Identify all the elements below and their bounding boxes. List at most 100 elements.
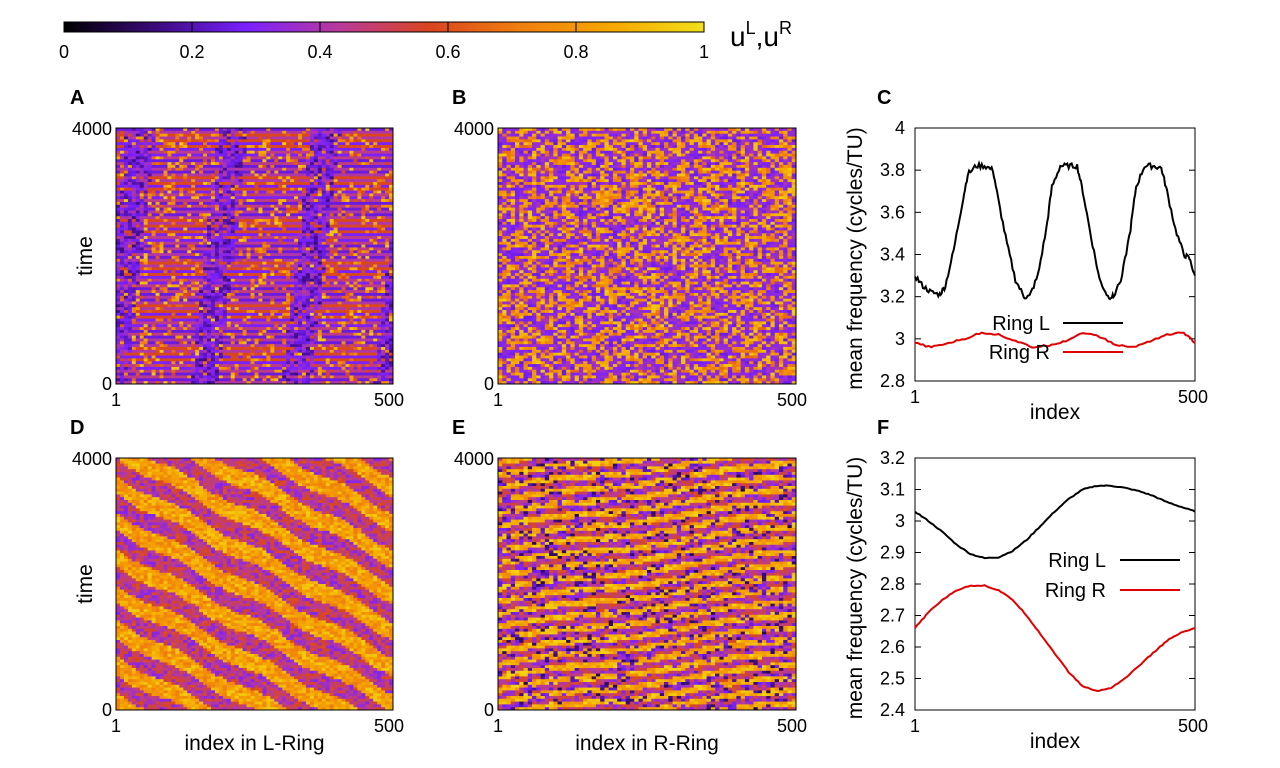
- heatmap-cell: [330, 134, 334, 137]
- heatmap-cell: [171, 222, 175, 225]
- heatmap-cell: [223, 205, 227, 208]
- heatmap-cell: [278, 156, 282, 159]
- heatmap-cell: [171, 179, 175, 182]
- heatmap-cell: [294, 185, 298, 188]
- heatmap-cell: [132, 213, 136, 216]
- heatmap-cell: [215, 159, 219, 162]
- heatmap-cell: [282, 179, 286, 182]
- heatmap-cell: [191, 196, 195, 199]
- heatmap-cell: [148, 188, 152, 191]
- heatmap-cell: [183, 182, 187, 185]
- heatmap-cell: [373, 131, 377, 134]
- heatmap-cell: [361, 193, 365, 196]
- heatmap-cell: [322, 213, 326, 216]
- heatmap-cell: [334, 171, 338, 174]
- heatmap-cell: [255, 182, 259, 185]
- heatmap-cell: [302, 134, 306, 137]
- heatmap-cell: [314, 165, 318, 168]
- heatmap-cell: [294, 148, 298, 151]
- heatmap-cell: [116, 131, 120, 134]
- heatmap-cell: [163, 162, 167, 165]
- heatmap-cell: [310, 208, 314, 211]
- heatmap-cell: [302, 176, 306, 179]
- heatmap-cell: [346, 216, 350, 219]
- heatmap-cell: [302, 219, 306, 222]
- heatmap-cell: [266, 162, 270, 165]
- heatmap-cell: [144, 174, 148, 177]
- heatmap-cell: [286, 202, 290, 205]
- heatmap-cell: [148, 171, 152, 174]
- heatmap-cell: [306, 185, 310, 188]
- heatmap-cell: [322, 228, 326, 231]
- heatmap-cell: [160, 137, 164, 140]
- heatmap-cell: [365, 216, 369, 219]
- heatmap-cell: [171, 154, 175, 157]
- heatmap-cell: [310, 213, 314, 216]
- heatmap-cell: [231, 199, 235, 202]
- heatmap-cell: [183, 162, 187, 165]
- heatmap-cell: [342, 205, 346, 208]
- heatmap-cell: [247, 159, 251, 162]
- heatmap-cell: [227, 171, 231, 174]
- heatmap-cell: [179, 131, 183, 134]
- heatmap-cell: [219, 148, 223, 151]
- heatmap-cell: [294, 196, 298, 199]
- heatmap-cell: [330, 174, 334, 177]
- heatmap-cell: [175, 139, 179, 142]
- heatmap-cell: [385, 134, 389, 137]
- heatmap-cell: [385, 148, 389, 151]
- heatmap-cell: [334, 191, 338, 194]
- heatmap-cell: [338, 145, 342, 148]
- heatmap-cell: [322, 168, 326, 171]
- heatmap-cell: [223, 176, 227, 179]
- heatmap-cell: [136, 210, 140, 213]
- heatmap-cell: [338, 188, 342, 191]
- heatmap-cell: [203, 174, 207, 177]
- heatmap-cell: [326, 196, 330, 199]
- heatmap-cell: [270, 176, 274, 179]
- heatmap-cell: [211, 222, 215, 225]
- heatmap-cell: [290, 131, 294, 134]
- heatmap-cell: [243, 199, 247, 202]
- heatmap-cell: [247, 205, 251, 208]
- heatmap-cell: [199, 148, 203, 151]
- heatmap-cell: [207, 165, 211, 168]
- heatmap-cell: [326, 219, 330, 222]
- heatmap-cell: [207, 225, 211, 228]
- heatmap-cell: [330, 191, 334, 194]
- heatmap-cell: [116, 168, 120, 171]
- heatmap-cell: [179, 145, 183, 148]
- heatmap-cell: [282, 216, 286, 219]
- heatmap-cell: [361, 216, 365, 219]
- heatmap-cell: [369, 165, 373, 168]
- heatmap-cell: [211, 191, 215, 194]
- heatmap-cell: [381, 222, 385, 225]
- heatmap-cell: [160, 222, 164, 225]
- heatmap-cell: [124, 131, 128, 134]
- heatmap-cell: [369, 151, 373, 154]
- heatmap-cell: [302, 154, 306, 157]
- heatmap-cell: [179, 171, 183, 174]
- heatmap-cell: [346, 145, 350, 148]
- heatmap-cell: [278, 145, 282, 148]
- heatmap-cell: [239, 225, 243, 228]
- heatmap-cell: [314, 193, 318, 196]
- heatmap-cell: [357, 225, 361, 228]
- heatmap-cell: [369, 205, 373, 208]
- heatmap-cell: [385, 191, 389, 194]
- heatmap-cell: [140, 179, 144, 182]
- heatmap-cell: [377, 162, 381, 165]
- heatmap-cell: [163, 134, 167, 137]
- heatmap-cell: [353, 185, 357, 188]
- heatmap-cell: [266, 222, 270, 225]
- heatmap-cell: [207, 188, 211, 191]
- heatmap-cell: [302, 159, 306, 162]
- heatmap-cell: [148, 142, 152, 145]
- heatmap-cell: [334, 205, 338, 208]
- heatmap-cell: [231, 191, 235, 194]
- heatmap-cell: [255, 193, 259, 196]
- heatmap-cell: [306, 165, 310, 168]
- heatmap-cell: [140, 191, 144, 194]
- heatmap-cell: [163, 185, 167, 188]
- heatmap-cell: [357, 151, 361, 154]
